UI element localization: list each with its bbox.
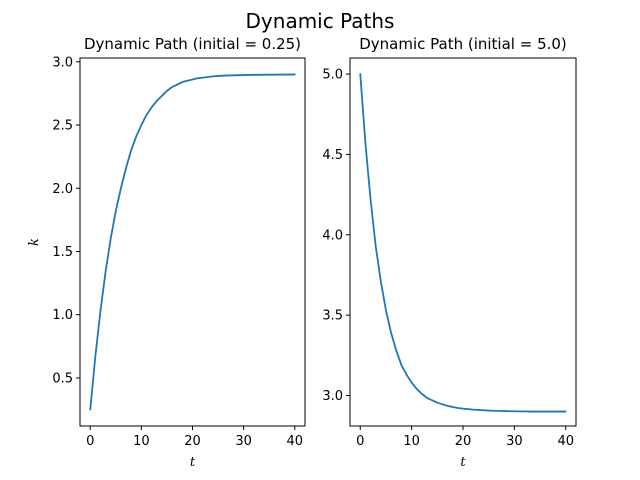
x-tick-label: 0 <box>86 434 94 449</box>
x-tick-label: 40 <box>557 434 574 449</box>
series-line-1-1 <box>89 73 296 411</box>
x-tick-label: 30 <box>506 434 523 449</box>
subplot-1: 0 10 20 30 40 0.5 1.0 1.5 2.0 2.5 3.0 Dynamic Path … <box>27 35 306 470</box>
x-tick-label: 40 <box>286 434 303 449</box>
y-tick-label: 4.0 <box>322 228 343 243</box>
subplot-title: Dynamic Path (initial = 5.0) <box>359 35 567 53</box>
x-tick-label: 10 <box>403 434 420 449</box>
axes-frame <box>79 57 306 427</box>
series-line-2-1 <box>359 73 567 413</box>
x-axis-label: t <box>460 455 466 470</box>
x-tick-label: 30 <box>235 434 252 449</box>
y-tick-label: 3.0 <box>322 389 343 404</box>
x-tick-label: 20 <box>184 434 201 449</box>
x-tick-label: 10 <box>133 434 150 449</box>
axes-frame <box>349 57 577 427</box>
y-tick-label: 3.5 <box>322 309 343 324</box>
y-tick-label: 3.0 <box>52 55 73 70</box>
y-axis-label: k <box>27 238 42 246</box>
y-tick-label: 2.5 <box>52 119 73 134</box>
x-tick-label: 0 <box>356 434 364 449</box>
x-tick-label: 20 <box>455 434 472 449</box>
subplot-2: 0 10 20 30 40 3.0 3.5 4.0 4.5 5.0 Dynamic Path (in… <box>322 35 577 470</box>
y-tick-label: 0.5 <box>52 371 73 386</box>
x-axis-label: t <box>190 455 196 470</box>
y-tick-label: 1.5 <box>52 245 73 260</box>
y-tick-label: 2.0 <box>52 182 73 197</box>
y-tick-label: 4.5 <box>322 148 343 163</box>
y-tick-label: 1.0 <box>52 308 73 323</box>
y-tick-label: 5.0 <box>322 68 343 83</box>
figure-title: Dynamic Paths <box>246 9 395 33</box>
subplot-title: Dynamic Path (initial = 0.25) <box>84 35 301 53</box>
